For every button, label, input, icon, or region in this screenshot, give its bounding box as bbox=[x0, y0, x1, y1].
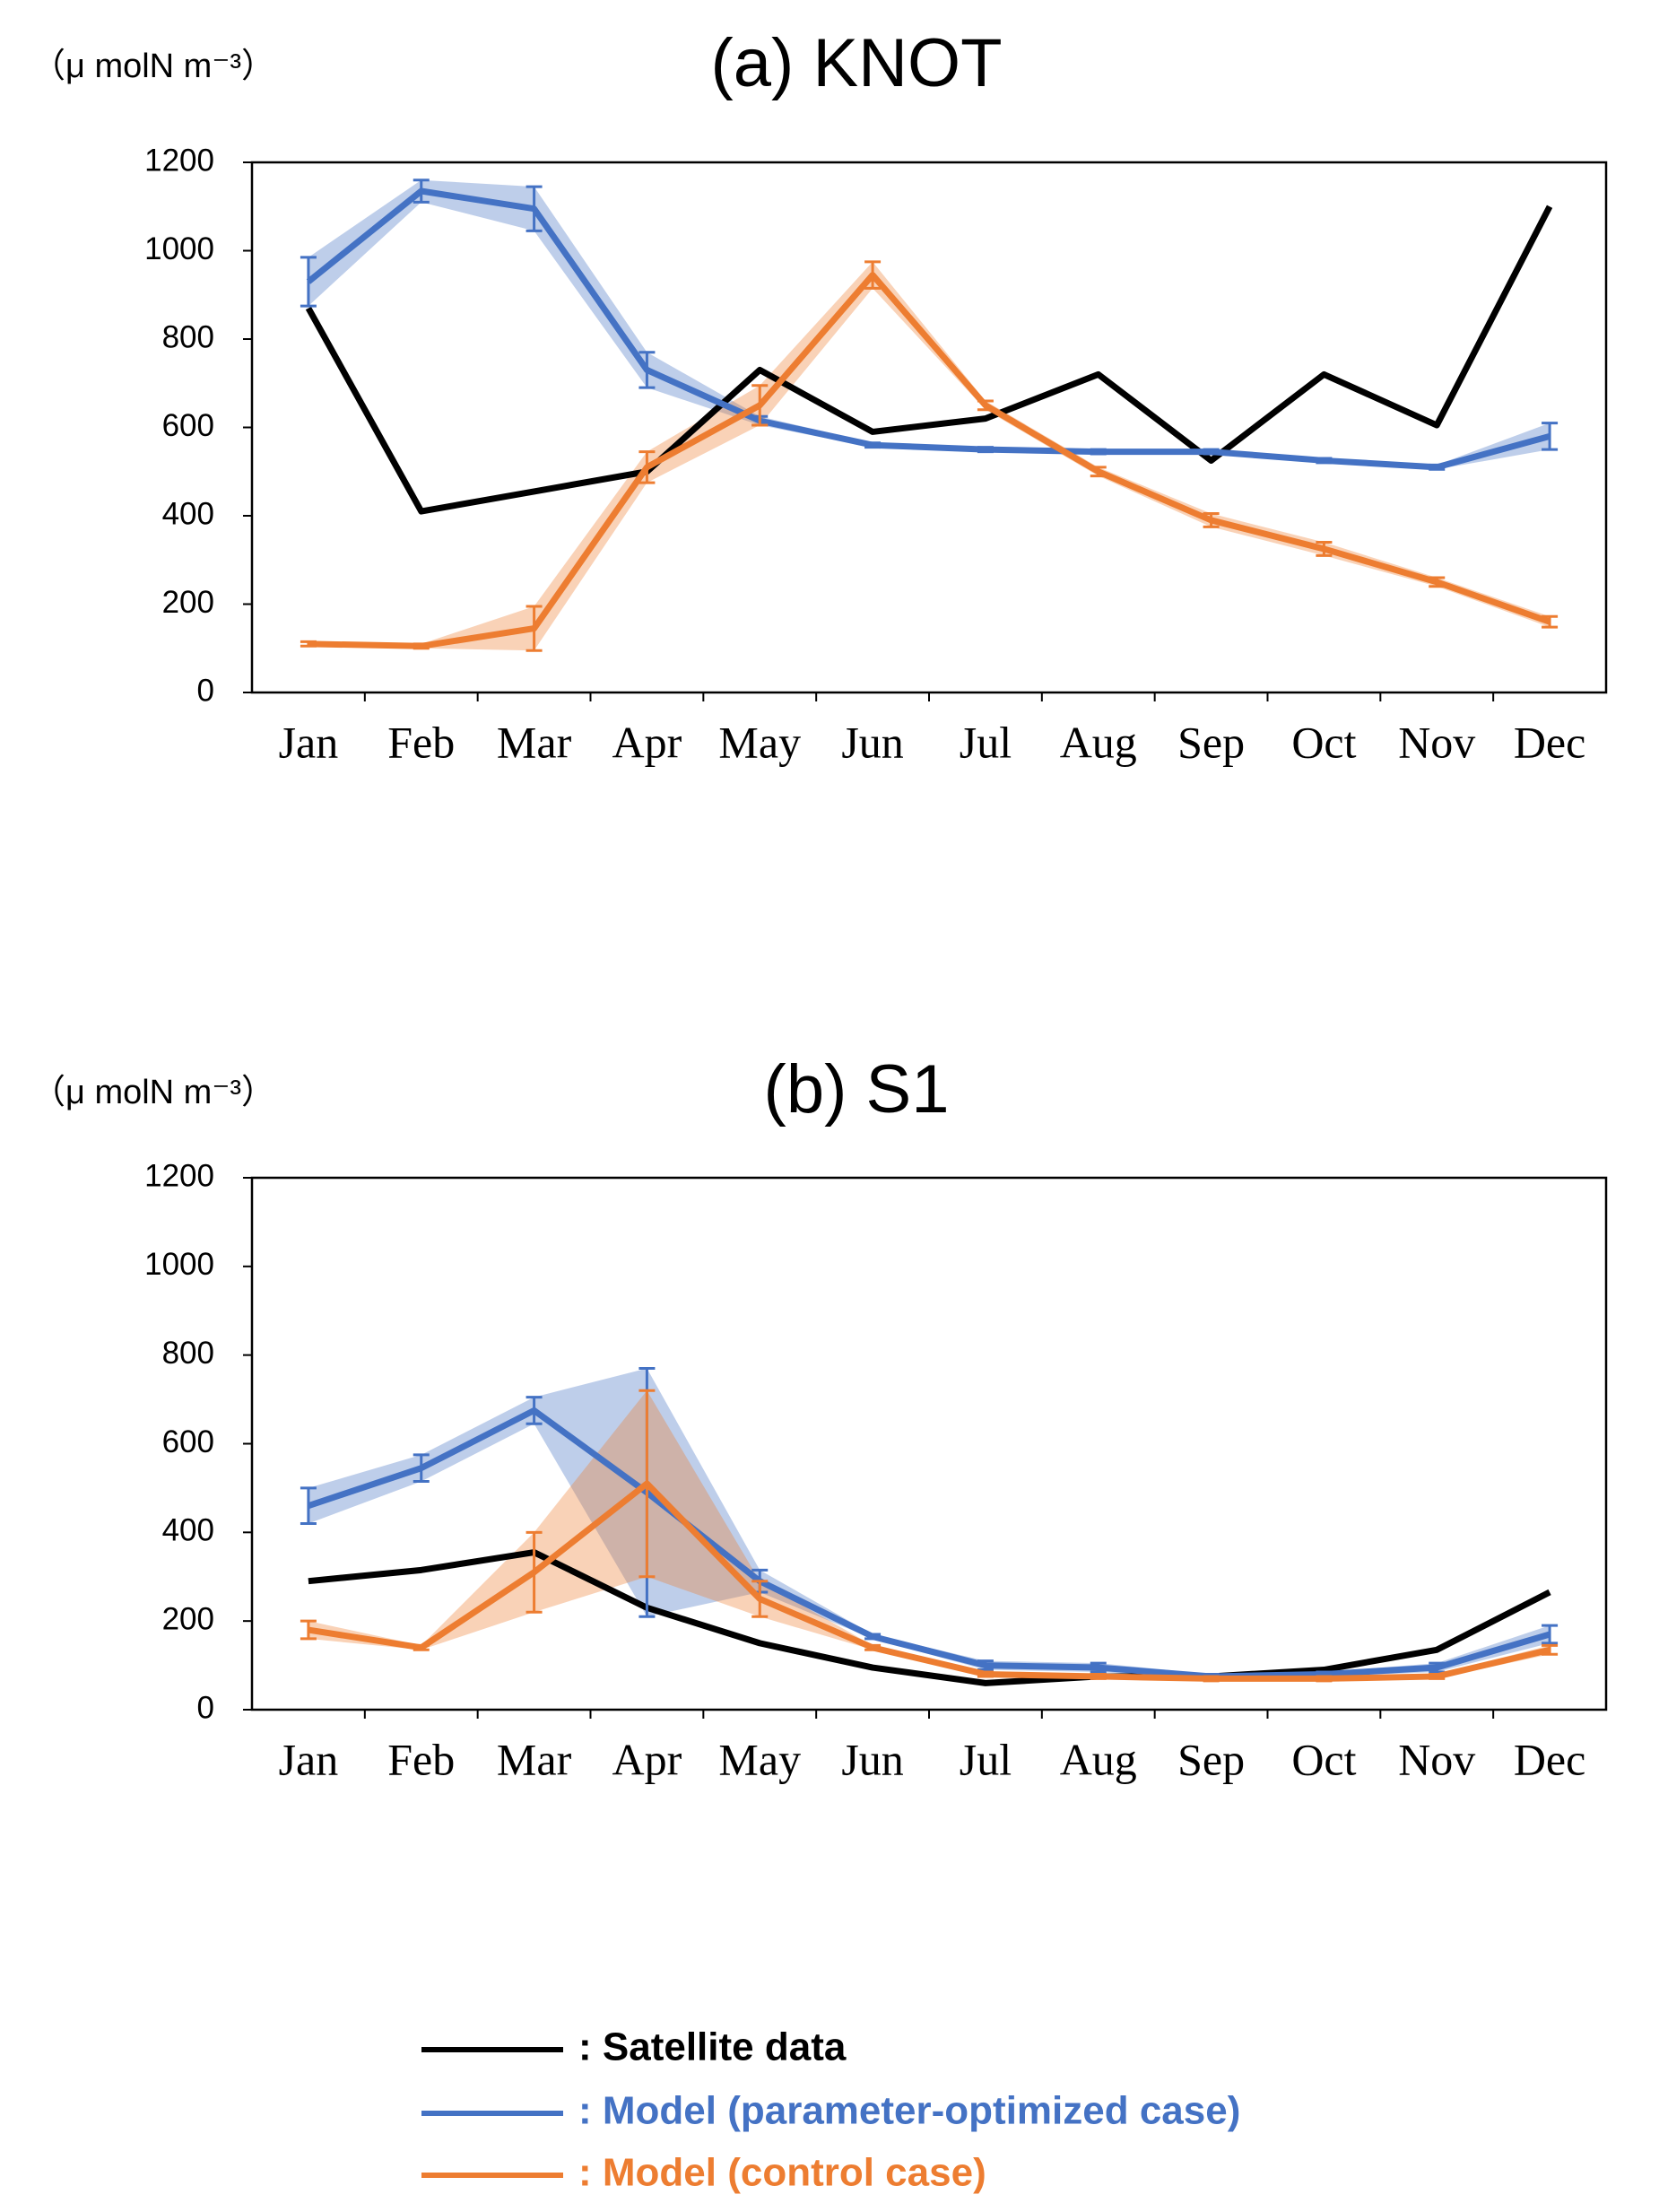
legend-label: : Satellite data bbox=[578, 2025, 847, 2069]
error-bar bbox=[1090, 466, 1107, 478]
y-tick-label: 0 bbox=[197, 1690, 214, 1725]
legend-label: : Model (parameter-optimized case) bbox=[578, 2089, 1240, 2133]
x-tick-label: Mar bbox=[497, 717, 572, 767]
error-bar bbox=[864, 260, 882, 290]
legend-label: : Model (control case) bbox=[578, 2151, 986, 2195]
chart-title: (b) S1 bbox=[764, 1051, 950, 1128]
error-bar bbox=[977, 446, 994, 454]
plot-frame bbox=[250, 1176, 1608, 1711]
y-tick-label: 200 bbox=[162, 1601, 214, 1636]
x-tick-label: Apr bbox=[612, 717, 682, 767]
error-bar bbox=[1203, 1675, 1220, 1683]
error-bar bbox=[525, 1396, 543, 1425]
y-tick-label: 800 bbox=[162, 319, 214, 354]
error-bar bbox=[864, 1643, 882, 1651]
error-bar bbox=[413, 642, 430, 650]
error-bar bbox=[1542, 1624, 1559, 1645]
y-tick-label: 600 bbox=[162, 408, 214, 443]
error-bar bbox=[751, 384, 769, 427]
error-bar bbox=[638, 450, 656, 484]
x-tick-label: Nov bbox=[1398, 717, 1475, 767]
x-tick-label: May bbox=[718, 1734, 801, 1784]
y-tick-label: 1000 bbox=[144, 231, 214, 266]
error-bar bbox=[1316, 541, 1333, 557]
error-bar bbox=[1090, 1661, 1107, 1674]
error-bar bbox=[413, 1453, 430, 1484]
error-bar bbox=[864, 441, 882, 449]
series-line bbox=[307, 1406, 1551, 1680]
x-tick-label: Jan bbox=[279, 717, 339, 767]
x-tick-label: Apr bbox=[612, 1734, 682, 1784]
error-bar bbox=[1542, 1643, 1559, 1656]
error-bar bbox=[525, 605, 543, 652]
x-tick-label: Aug bbox=[1060, 1734, 1137, 1784]
x-tick-label: Jun bbox=[841, 717, 903, 767]
error-bar bbox=[977, 1670, 994, 1678]
error-bar bbox=[1542, 422, 1559, 451]
y-axis-label: （μ molN m⁻³） bbox=[31, 1074, 275, 1111]
error-bar bbox=[413, 1643, 430, 1651]
error-bar bbox=[300, 1486, 317, 1525]
error-bar bbox=[1090, 448, 1107, 456]
error-band bbox=[308, 1368, 1550, 1679]
error-bar bbox=[300, 256, 317, 308]
error-bar bbox=[1203, 512, 1220, 528]
error-bar bbox=[525, 185, 543, 232]
error-bar bbox=[977, 399, 994, 412]
x-tick-label: Sep bbox=[1177, 717, 1245, 767]
error-bar bbox=[300, 1619, 317, 1641]
error-bar bbox=[1429, 463, 1446, 471]
error-bar bbox=[1429, 576, 1446, 588]
y-tick-label: 600 bbox=[162, 1424, 214, 1459]
x-tick-label: Dec bbox=[1514, 717, 1586, 767]
x-tick-label: Oct bbox=[1291, 717, 1356, 767]
x-tick-label: Jul bbox=[960, 717, 1012, 767]
error-bar bbox=[638, 1389, 656, 1579]
error-bar bbox=[1542, 614, 1559, 629]
x-tick-label: Nov bbox=[1398, 1734, 1475, 1784]
series-line bbox=[305, 205, 1553, 515]
y-tick-label: 400 bbox=[162, 496, 214, 531]
x-tick-label: Jul bbox=[960, 1734, 1012, 1784]
error-bar bbox=[1316, 1675, 1333, 1683]
error-bar bbox=[300, 640, 317, 648]
plot-frame bbox=[250, 161, 1608, 694]
x-tick-label: Jan bbox=[279, 1734, 339, 1784]
y-tick-label: 800 bbox=[162, 1336, 214, 1371]
x-tick-label: Sep bbox=[1177, 1734, 1245, 1784]
series-line bbox=[306, 187, 1551, 471]
x-tick-label: Mar bbox=[497, 1734, 572, 1784]
y-tick-label: 0 bbox=[197, 673, 214, 708]
error-bar bbox=[638, 351, 656, 389]
error-bar bbox=[864, 1633, 882, 1641]
error-bar bbox=[1090, 1672, 1107, 1680]
x-tick-label: Oct bbox=[1291, 1734, 1356, 1784]
error-bar bbox=[525, 1530, 543, 1614]
y-tick-label: 1000 bbox=[144, 1247, 214, 1282]
error-bar bbox=[751, 1580, 769, 1618]
series-line bbox=[308, 1480, 1550, 1682]
error-bar bbox=[413, 179, 430, 204]
series-line bbox=[308, 1549, 1551, 1686]
x-tick-label: May bbox=[718, 717, 801, 767]
error-bar bbox=[1429, 1672, 1446, 1680]
x-tick-label: Dec bbox=[1514, 1734, 1586, 1784]
x-tick-label: Aug bbox=[1060, 717, 1137, 767]
chart-title: (a) KNOT bbox=[710, 25, 1002, 101]
y-tick-label: 400 bbox=[162, 1513, 214, 1548]
y-axis-label: （μ molN m⁻³） bbox=[31, 48, 275, 85]
error-bar bbox=[1316, 457, 1333, 465]
error-band bbox=[308, 261, 1550, 651]
x-tick-label: Feb bbox=[387, 1734, 455, 1784]
y-tick-label: 200 bbox=[162, 585, 214, 620]
y-tick-label: 1200 bbox=[144, 143, 214, 178]
y-tick-label: 1200 bbox=[144, 1158, 214, 1193]
error-band bbox=[308, 1390, 1550, 1681]
series-line bbox=[308, 272, 1551, 649]
x-tick-label: Jun bbox=[841, 1734, 903, 1784]
error-bar bbox=[1203, 448, 1220, 456]
x-tick-label: Feb bbox=[387, 717, 455, 767]
